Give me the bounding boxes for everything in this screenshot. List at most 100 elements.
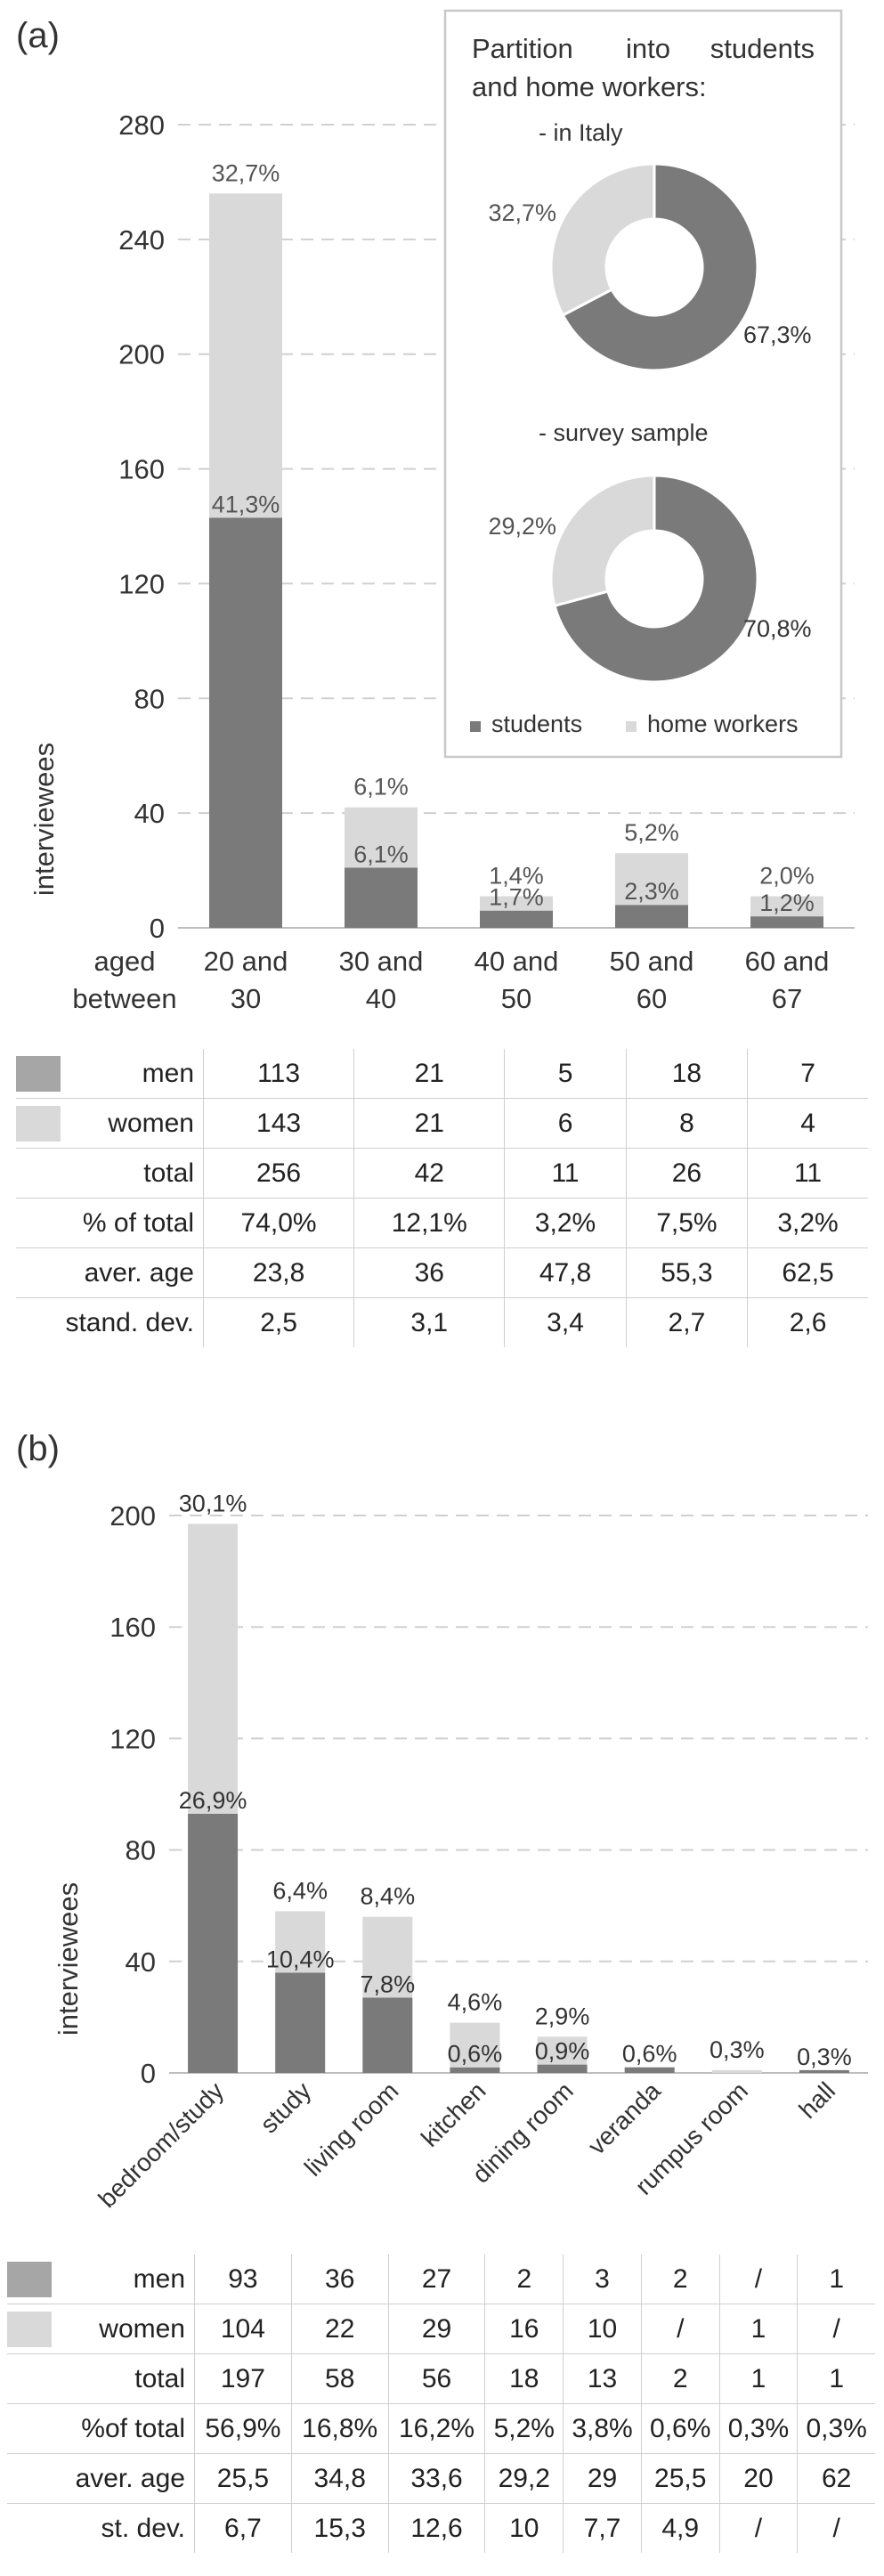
pie-value-label: 67,3% [743, 321, 812, 348]
bar-home-workers [450, 2022, 500, 2068]
bar-label-home-workers: 2,0% [759, 863, 815, 890]
bar-label-home-workers: 0,3% [710, 2036, 765, 2063]
table-cell: 55,3 [625, 1247, 748, 1298]
table-cell: 2 [640, 2353, 720, 2404]
table-b: men 93 36 27 2 3 2/1 women 104 22 29 16 10/1/total 19… [7, 2255, 875, 2553]
x-prefix-label: aged [94, 946, 156, 977]
bar-label-students: 2,3% [624, 878, 679, 905]
bar-students [188, 1813, 239, 2073]
table-cell: 2,7 [625, 1297, 748, 1347]
table-cell: 36 [290, 2255, 389, 2304]
table-cell: 10 [484, 2503, 564, 2553]
table-cell: 13 [563, 2353, 642, 2404]
table-cell: / [718, 2255, 798, 2304]
bar-students [799, 2069, 849, 2073]
table-cell: 0,6% [640, 2403, 720, 2454]
table-cell: 113 [202, 1049, 354, 1099]
table-cell: 5,2% [484, 2403, 564, 2454]
bar-home-workers [615, 853, 688, 906]
swatch-men [7, 2261, 52, 2297]
table-cell: 4 [747, 1098, 868, 1149]
pie-slice-students [561, 162, 759, 372]
bar-students [345, 867, 418, 928]
table-row: % of total 74,0% 12,1% 3,2% 7,5% 3,2% [16, 1198, 868, 1248]
pie-slice-home-workers [549, 162, 656, 317]
table-cell: 29 [563, 2453, 642, 2504]
x-tick-label: 50 and [610, 946, 694, 977]
bar-students [624, 2067, 675, 2073]
row-label: men [133, 2263, 185, 2294]
x-tick-label: 30 and [339, 946, 424, 977]
bar-label-home-workers: 1,4% [489, 863, 544, 890]
x-tick-label: 60 [637, 983, 667, 1014]
bar-students [750, 916, 823, 928]
bar-students [450, 2067, 500, 2073]
table-row: aver. age 23,8 36 47,8 55,3 62,5 [16, 1247, 868, 1298]
pie-value-label: 29,2% [488, 513, 556, 540]
x-tick-label: 50 [501, 983, 531, 1014]
table-cell: 12,1% [353, 1198, 505, 1248]
table-cell: 1 [718, 2304, 798, 2354]
table-cell: 47,8 [504, 1247, 627, 1298]
table-cell: 22 [290, 2304, 389, 2354]
legend-label-home-workers: home workers [647, 711, 799, 737]
bar-label-students: 6,1% [353, 841, 409, 867]
y-tick-label: 160 [109, 1612, 156, 1643]
chart-b: 0 40 80 120 160 200 interviewees 26,9% 30,1% bedr… [53, 1490, 868, 2213]
table-cell: 5 [504, 1049, 627, 1099]
table-cell: 1 [797, 2353, 875, 2404]
table-cell: 11 [504, 1148, 627, 1199]
bar-label-students: 0,3% [797, 2044, 852, 2070]
row-label-cell: women [16, 1098, 204, 1149]
bar-label-students: 1,2% [759, 890, 815, 916]
table-cell: 42 [353, 1148, 505, 1199]
table-row: women 104 22 29 16 10/1/ [7, 2304, 875, 2354]
bar-label-home-workers: 30,1% [179, 1490, 247, 1516]
table-row: women 143 21 6 8 4 [16, 1098, 868, 1149]
table-cell: 7,5% [625, 1198, 748, 1248]
row-label-cell: men [16, 1049, 204, 1099]
table-cell: 2,5 [202, 1297, 354, 1347]
table-cell: 33,6 [387, 2453, 485, 2504]
table-cell: 256 [202, 1148, 354, 1199]
bar-label-home-workers: 32,7% [212, 159, 280, 186]
table-cell: 143 [202, 1098, 354, 1149]
legend-swatch-students [470, 721, 481, 732]
table-cell: 6,7 [194, 2503, 292, 2553]
table-cell: 10 [563, 2304, 642, 2354]
table-cell: 2 [640, 2255, 720, 2304]
bar-label-students: 26,9% [179, 1787, 247, 1814]
table-row: %of total 56,9% 16,8% 16,2% 5,2% 3,8% 0,6% 0,3%… [7, 2403, 875, 2454]
table-cell: 56 [387, 2353, 485, 2404]
swatch-women [16, 1105, 61, 1142]
inset-title: into [626, 33, 670, 64]
bar-label-students: 0,6% [448, 2041, 503, 2068]
bar-label-students: 0,9% [535, 2038, 590, 2065]
table-cell: 0,3% [718, 2403, 798, 2454]
table-row: total 256 42 11 26 11 [16, 1148, 868, 1199]
table-cell: 2,6 [747, 1297, 868, 1347]
bar-students [537, 2064, 588, 2073]
y-tick-label: 200 [109, 1500, 156, 1532]
bar-label-students: 1,7% [489, 884, 544, 911]
table-cell: 15,3 [290, 2503, 389, 2553]
y-tick-label: 200 [118, 339, 165, 370]
row-label-cell: total [7, 2353, 195, 2404]
table-cell: 74,0% [202, 1198, 354, 1248]
table-cell: 16,8% [290, 2403, 389, 2454]
y-tick-label: 120 [109, 1723, 156, 1754]
y-tick-label: 280 [118, 110, 165, 141]
row-label-cell: st. dev. [101, 2513, 185, 2543]
x-prefix-label: between [72, 983, 176, 1014]
table-cell: 23,8 [202, 1247, 354, 1298]
table-cell: 21 [353, 1049, 505, 1099]
bar-home-workers [480, 896, 553, 911]
bar-label-students: 0,6% [622, 2041, 677, 2068]
panel-a-label: (a) [16, 16, 60, 55]
chart-a: 0 40 80 120 160 200 240 280 interviewees 41,3% 32,… [28, 9, 855, 1014]
y-tick-label: 240 [118, 224, 165, 256]
table-cell: 3,8% [563, 2403, 642, 2454]
table-cell: 25,5 [194, 2453, 292, 2504]
inset-title: Partition [472, 33, 573, 64]
row-label: women [99, 2313, 185, 2344]
